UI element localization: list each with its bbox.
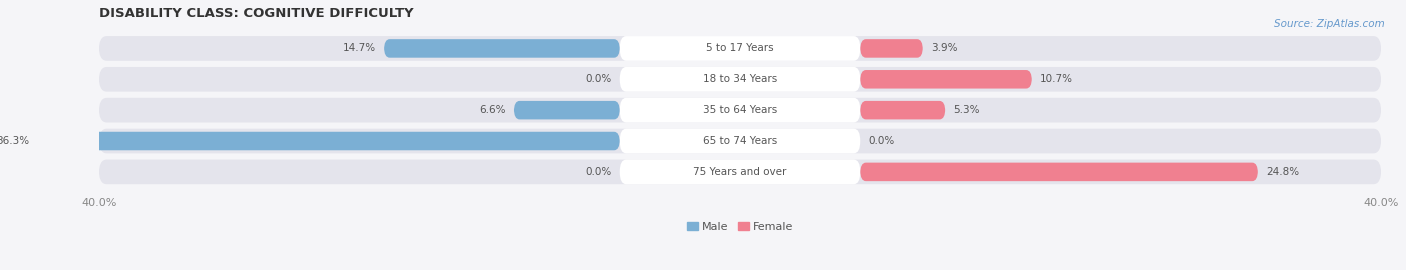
Text: 10.7%: 10.7% [1040, 74, 1073, 84]
Text: DISABILITY CLASS: COGNITIVE DIFFICULTY: DISABILITY CLASS: COGNITIVE DIFFICULTY [98, 7, 413, 20]
FancyBboxPatch shape [620, 129, 860, 153]
Text: 24.8%: 24.8% [1265, 167, 1299, 177]
FancyBboxPatch shape [98, 129, 1381, 153]
FancyBboxPatch shape [860, 101, 945, 119]
FancyBboxPatch shape [38, 132, 620, 150]
FancyBboxPatch shape [98, 67, 1381, 92]
FancyBboxPatch shape [860, 70, 1032, 89]
FancyBboxPatch shape [98, 36, 1381, 61]
FancyBboxPatch shape [860, 39, 922, 58]
FancyBboxPatch shape [620, 36, 860, 61]
FancyBboxPatch shape [384, 39, 620, 58]
Text: 0.0%: 0.0% [585, 167, 612, 177]
FancyBboxPatch shape [515, 101, 620, 119]
Text: Source: ZipAtlas.com: Source: ZipAtlas.com [1274, 19, 1385, 29]
FancyBboxPatch shape [98, 98, 1381, 123]
FancyBboxPatch shape [620, 160, 860, 184]
Text: 14.7%: 14.7% [343, 43, 375, 53]
Text: 75 Years and over: 75 Years and over [693, 167, 787, 177]
Text: 65 to 74 Years: 65 to 74 Years [703, 136, 778, 146]
Text: 6.6%: 6.6% [479, 105, 506, 115]
Text: 3.9%: 3.9% [931, 43, 957, 53]
FancyBboxPatch shape [620, 67, 860, 92]
Text: 5.3%: 5.3% [953, 105, 980, 115]
Text: 5 to 17 Years: 5 to 17 Years [706, 43, 773, 53]
FancyBboxPatch shape [98, 160, 1381, 184]
Text: 0.0%: 0.0% [869, 136, 894, 146]
Text: 36.3%: 36.3% [0, 136, 30, 146]
Text: 0.0%: 0.0% [585, 74, 612, 84]
FancyBboxPatch shape [860, 163, 1258, 181]
Legend: Male, Female: Male, Female [686, 222, 793, 232]
Text: 35 to 64 Years: 35 to 64 Years [703, 105, 778, 115]
FancyBboxPatch shape [620, 98, 860, 123]
Text: 18 to 34 Years: 18 to 34 Years [703, 74, 778, 84]
